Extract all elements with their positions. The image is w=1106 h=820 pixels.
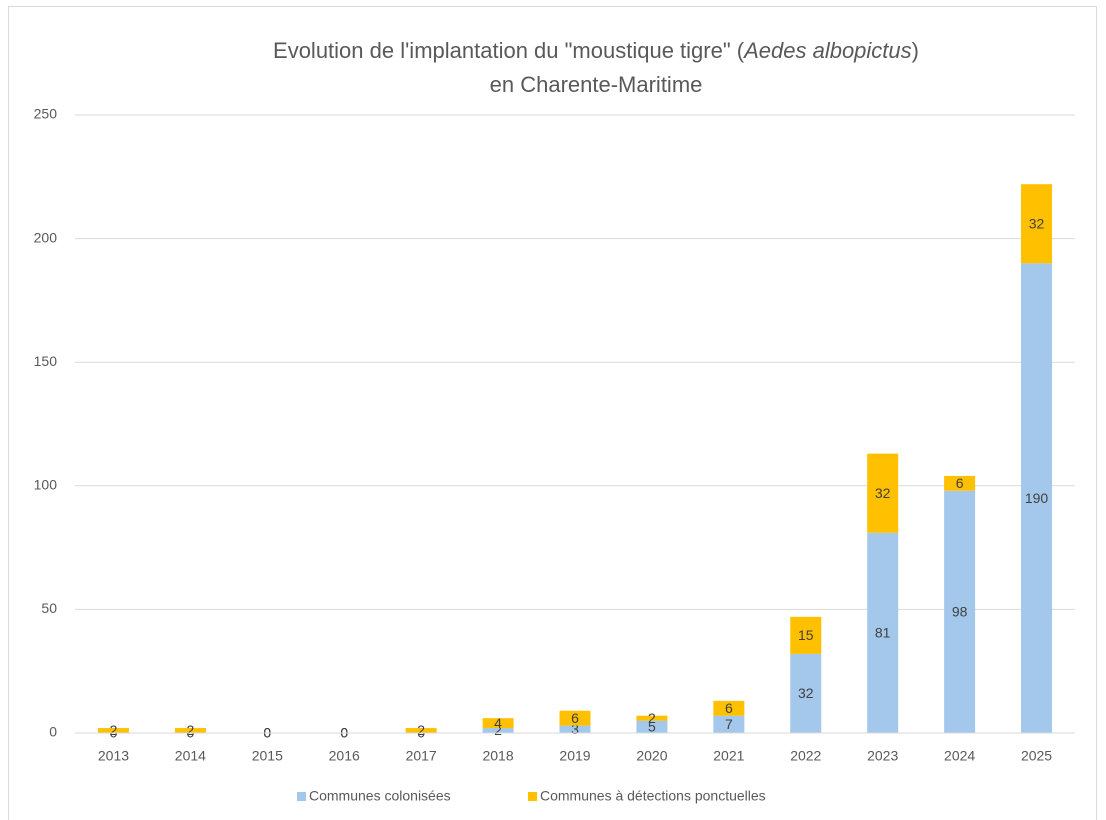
title-part: Evolution de l'implantation du "moustiqu… <box>273 38 745 63</box>
chart-title: Evolution de l'implantation du "moustiqu… <box>273 38 919 63</box>
title-part: Aedes albopictus <box>742 38 912 63</box>
data-label: 15 <box>798 627 814 643</box>
data-label: 6 <box>725 700 733 716</box>
x-tick-label: 2013 <box>98 748 129 764</box>
bar-segment <box>944 490 976 733</box>
x-tick-label: 2019 <box>559 748 590 764</box>
bar-segment <box>790 616 822 654</box>
legend-label: Communes à détections ponctuelles <box>540 788 766 804</box>
x-tick-label: 2024 <box>944 748 975 764</box>
bar-segment <box>482 718 514 729</box>
data-label: 190 <box>1025 490 1049 506</box>
chart-frame <box>8 6 1097 820</box>
y-tick-label: 0 <box>49 724 57 740</box>
x-tick-label: 2022 <box>790 748 821 764</box>
y-tick-label: 100 <box>34 477 58 493</box>
x-tick-label: 2017 <box>406 748 437 764</box>
x-tick-label: 2021 <box>713 748 744 764</box>
data-label: 2 <box>648 710 656 726</box>
bar-segment <box>713 700 745 716</box>
x-tick-label: 2025 <box>1021 748 1052 764</box>
data-label: 4 <box>494 715 502 731</box>
data-label: 98 <box>952 604 968 620</box>
bar-segment <box>867 532 899 733</box>
bar-segment <box>482 728 514 733</box>
y-tick-label: 50 <box>41 600 57 616</box>
data-label: 2 <box>417 722 425 738</box>
data-label: 81 <box>875 625 891 641</box>
y-tick-label: 150 <box>34 353 58 369</box>
bar-segment <box>559 710 591 726</box>
legend-swatch <box>297 792 306 801</box>
data-label: 6 <box>571 710 579 726</box>
x-tick-label: 2016 <box>329 748 360 764</box>
legend-label: Communes colonisées <box>309 788 451 804</box>
title-part: ) <box>912 38 919 63</box>
data-label: 7 <box>725 716 733 732</box>
data-label: 32 <box>798 685 814 701</box>
data-label: 2 <box>494 722 502 738</box>
x-tick-label: 2015 <box>252 748 283 764</box>
data-label: 3 <box>571 721 579 737</box>
bar-segment <box>713 715 745 733</box>
bar-segment <box>867 453 899 533</box>
x-tick-label: 2020 <box>636 748 667 764</box>
bar-segment <box>636 720 668 733</box>
data-label: 32 <box>1029 215 1045 231</box>
data-label: 2 <box>186 722 194 738</box>
bar-segment <box>1021 263 1053 733</box>
data-label: 32 <box>875 485 891 501</box>
bar-segment <box>174 728 206 733</box>
bar-segment <box>97 728 129 733</box>
y-tick-label: 250 <box>34 106 58 122</box>
bar-segment <box>559 725 591 733</box>
x-tick-label: 2018 <box>482 748 513 764</box>
legend-swatch <box>528 792 537 801</box>
y-tick-label: 200 <box>34 229 58 245</box>
data-label: 2 <box>110 722 118 738</box>
data-label: 6 <box>956 475 964 491</box>
x-tick-label: 2014 <box>175 748 206 764</box>
bar-segment <box>405 728 437 733</box>
bar-segment <box>944 475 976 491</box>
bar-segment <box>1021 184 1053 264</box>
chart-title: en Charente-Maritime <box>490 72 703 97</box>
x-tick-label: 2023 <box>867 748 898 764</box>
data-label: 5 <box>648 719 656 735</box>
bar-segment <box>790 653 822 733</box>
bar-segment <box>636 715 668 721</box>
